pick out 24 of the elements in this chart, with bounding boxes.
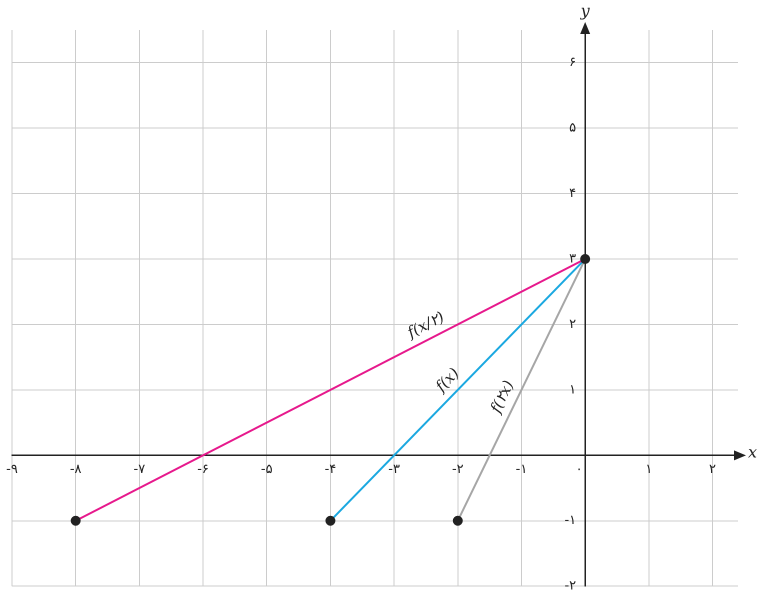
x-tick-label: ۰: [576, 462, 583, 478]
y-tick-label: ۶: [569, 55, 576, 70]
y-tick-label: ۵: [569, 120, 576, 136]
x-axis-title: x: [748, 442, 758, 462]
y-tick-label: -۲: [564, 578, 576, 594]
y-tick-label: ۴: [569, 186, 576, 201]
x-tick-label: -۷: [134, 462, 146, 478]
x-tick-label: ۲: [709, 462, 716, 478]
y-tick-label: ۲: [569, 316, 576, 332]
x-tick-label: -۱: [516, 462, 528, 478]
y-tick-label: ۳: [569, 251, 576, 266]
y-axis-title: y: [580, 1, 591, 20]
x-tick-label: -۴: [324, 462, 336, 478]
y-tick-label: ۱: [569, 382, 576, 398]
y-tick-label: -۱: [564, 513, 576, 528]
x-tick-label: -۲: [452, 462, 464, 478]
x-tick-label: ۱: [645, 462, 652, 478]
x-tick-label: -۵: [260, 462, 273, 478]
x-tick-label: -۶: [197, 462, 209, 478]
x-tick-label: -۳: [388, 462, 400, 478]
text: f(۲x): [486, 377, 518, 417]
x-tick-label: -۸: [70, 462, 82, 478]
text: f(x/۲): [403, 308, 448, 342]
x-tick-label: -۹: [6, 462, 18, 478]
